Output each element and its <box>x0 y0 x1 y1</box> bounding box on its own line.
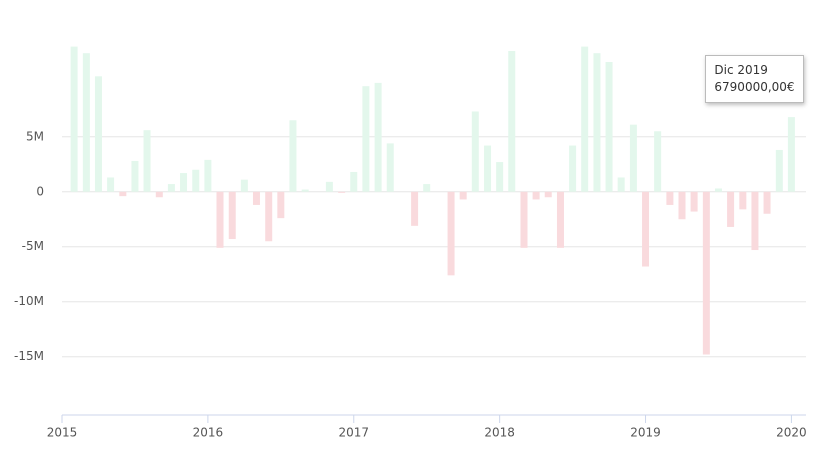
x-tick-label: 2015 <box>47 426 78 440</box>
bar <box>690 191 698 212</box>
bar <box>362 86 370 192</box>
bar <box>70 46 78 192</box>
bar <box>277 191 285 219</box>
bar <box>325 181 333 192</box>
bar <box>629 124 637 192</box>
bar <box>775 149 783 192</box>
bar <box>727 191 735 227</box>
bar <box>143 130 151 192</box>
y-tick-label: 5M <box>26 129 44 143</box>
bar <box>289 120 297 192</box>
bar <box>350 171 358 192</box>
bar <box>155 191 163 198</box>
bar <box>252 191 260 205</box>
y-tick-label: -10M <box>14 294 44 308</box>
bar <box>484 145 492 192</box>
bar <box>180 173 188 192</box>
bar <box>447 191 455 276</box>
bar <box>508 50 516 192</box>
bar <box>496 162 504 192</box>
bar <box>216 191 224 248</box>
tooltip: Dic 2019 6790000,00€ <box>705 55 804 104</box>
bar <box>338 191 346 193</box>
bar <box>167 184 175 192</box>
bar <box>654 131 662 192</box>
bar <box>581 46 589 192</box>
tooltip-title: Dic 2019 <box>714 63 768 78</box>
bar <box>374 82 382 192</box>
bar <box>544 191 552 198</box>
bar <box>82 53 90 192</box>
bar <box>228 191 236 240</box>
bar <box>593 53 601 192</box>
x-tick-label: 2020 <box>776 426 807 440</box>
bar <box>702 191 710 355</box>
x-tick-label: 2017 <box>338 426 369 440</box>
bar <box>605 61 613 192</box>
bar <box>739 191 747 210</box>
bar <box>265 191 273 242</box>
bar <box>386 143 394 192</box>
bar <box>787 117 795 192</box>
bar <box>411 191 419 226</box>
bar <box>617 177 625 192</box>
bar <box>94 76 102 192</box>
bar <box>301 189 309 192</box>
bar <box>532 191 540 200</box>
bar <box>131 160 139 192</box>
bar <box>763 191 771 214</box>
tooltip-text: 6790000,00€ <box>714 80 795 95</box>
bar <box>459 191 467 200</box>
bar <box>204 159 212 192</box>
x-tick-label: 2019 <box>630 426 661 440</box>
bar <box>569 145 577 192</box>
bar <box>520 191 528 248</box>
y-tick-label: 0 <box>36 184 44 198</box>
bar <box>423 184 431 192</box>
bar <box>471 111 479 192</box>
bar <box>678 191 686 220</box>
bar <box>666 191 674 205</box>
bar <box>107 177 115 192</box>
bar <box>119 191 127 197</box>
bar <box>192 169 200 192</box>
bar <box>642 191 650 267</box>
x-tick-label: 2016 <box>193 426 224 440</box>
y-tick-label: -15M <box>14 349 44 363</box>
bar <box>714 188 722 192</box>
x-tick-label: 2018 <box>484 426 515 440</box>
bar <box>751 191 759 251</box>
bar <box>240 179 248 192</box>
y-tick-label: -5M <box>22 239 44 253</box>
bar <box>556 191 564 248</box>
